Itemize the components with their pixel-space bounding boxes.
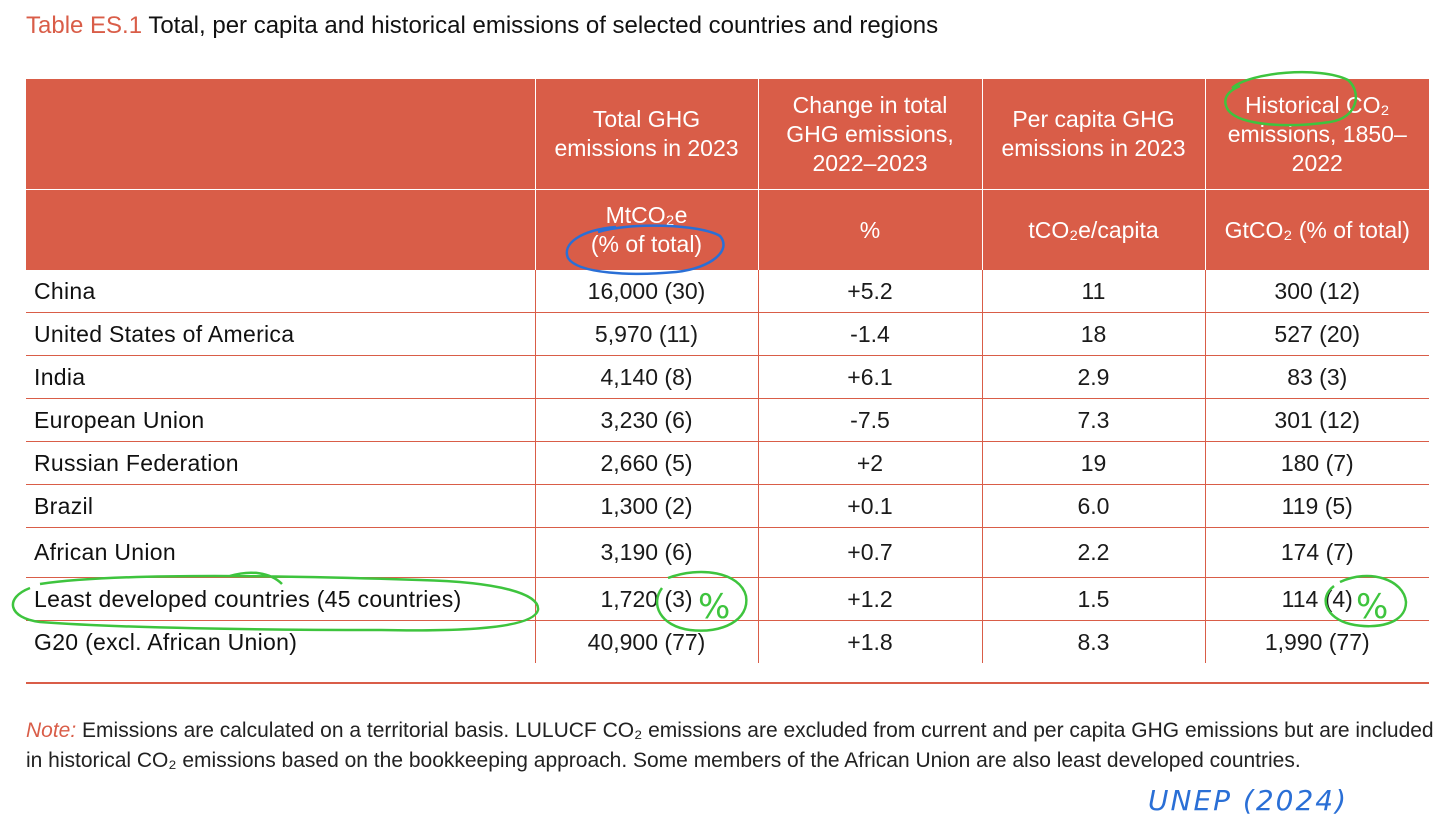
- table-title-text: Total, per capita and historical emissio…: [148, 12, 939, 39]
- unit-total-ghg-line2: (% of total): [590, 231, 703, 257]
- header-total-ghg: Total GHG emissions in 2023: [534, 79, 758, 190]
- row-per-capita: 8.3: [981, 620, 1205, 663]
- row-name: African Union: [26, 527, 535, 578]
- table-row: United States of America 5,970 (11) -1.4…: [26, 312, 1429, 356]
- row-per-capita: 18: [981, 312, 1205, 356]
- row-historical: 119 (5): [1204, 484, 1429, 528]
- row-historical: 114 (4): [1204, 577, 1429, 621]
- table-row: China 16,000 (30) +5.2 11 300 (12): [26, 270, 1429, 313]
- table-note: Note: Emissions are calculated on a terr…: [26, 716, 1436, 776]
- row-per-capita: 19: [981, 441, 1205, 485]
- row-historical: 301 (12): [1204, 398, 1429, 442]
- row-total: 40,900 (77): [534, 620, 758, 663]
- row-change: +1.2: [757, 577, 982, 621]
- header-per-capita: Per capita GHG emissions in 2023: [981, 79, 1205, 190]
- row-name: United States of America: [26, 312, 535, 356]
- row-historical: 83 (3): [1204, 355, 1429, 399]
- row-per-capita: 2.9: [981, 355, 1205, 399]
- header-blank: [26, 79, 535, 190]
- row-change: -1.4: [757, 312, 982, 356]
- row-per-capita: 1.5: [981, 577, 1205, 621]
- row-per-capita: 7.3: [981, 398, 1205, 442]
- table-row: G20 (excl. African Union) 40,900 (77) +1…: [26, 620, 1429, 663]
- unit-per-capita: tCO₂e/capita: [981, 189, 1205, 270]
- row-change: +2: [757, 441, 982, 485]
- header-historical: Historical CO₂ emissions, 1850–2022: [1204, 79, 1429, 190]
- note-label: Note:: [26, 719, 77, 742]
- row-name: European Union: [26, 398, 535, 442]
- unit-blank: [26, 189, 535, 270]
- row-per-capita: 2.2: [981, 527, 1205, 578]
- row-total: 16,000 (30): [534, 270, 758, 313]
- table-row: African Union 3,190 (6) +0.7 2.2 174 (7): [26, 527, 1429, 578]
- table-row: Brazil 1,300 (2) +0.1 6.0 119 (5): [26, 484, 1429, 528]
- row-total: 2,660 (5): [534, 441, 758, 485]
- row-total: 5,970 (11): [534, 312, 758, 356]
- table-bottom-rule: [26, 682, 1429, 684]
- unit-total-ghg: MtCO₂e (% of total): [534, 189, 758, 270]
- row-total: 3,190 (6): [534, 527, 758, 578]
- emissions-table: Total GHG emissions in 2023 Change in to…: [26, 79, 1429, 663]
- row-per-capita: 11: [981, 270, 1205, 313]
- handwritten-credit: UNEP (2024): [1148, 784, 1349, 817]
- row-name: Least developed countries (45 countries): [26, 577, 535, 621]
- table-title: Table ES.1 Total, per capita and histori…: [26, 12, 938, 40]
- row-change: -7.5: [757, 398, 982, 442]
- table-row: Russian Federation 2,660 (5) +2 19 180 (…: [26, 441, 1429, 485]
- row-name: G20 (excl. African Union): [34, 628, 298, 655]
- row-change: +6.1: [757, 355, 982, 399]
- row-name: China: [26, 270, 535, 313]
- row-change: +0.7: [757, 527, 982, 578]
- unit-total-ghg-line1: MtCO₂e: [605, 202, 688, 228]
- note-text: Emissions are calculated on a territoria…: [26, 719, 1434, 772]
- row-historical: 300 (12): [1204, 270, 1429, 313]
- row-name: Brazil: [26, 484, 535, 528]
- table-row: European Union 3,230 (6) -7.5 7.3 301 (1…: [26, 398, 1429, 442]
- row-name: Russian Federation: [26, 441, 535, 485]
- row-total: 3,230 (6): [534, 398, 758, 442]
- row-total: 4,140 (8): [534, 355, 758, 399]
- row-change: +1.8: [757, 620, 982, 663]
- row-name: India: [26, 355, 535, 399]
- row-total: 1,720 (3): [534, 577, 758, 621]
- row-historical: 1,990 (77): [1204, 620, 1429, 663]
- row-change: +5.2: [757, 270, 982, 313]
- row-total: 1,300 (2): [534, 484, 758, 528]
- unit-historical: GtCO₂ (% of total): [1204, 189, 1429, 270]
- row-historical: 180 (7): [1204, 441, 1429, 485]
- header-change: Change in total GHG emissions, 2022–2023: [757, 79, 982, 190]
- row-historical: 174 (7): [1204, 527, 1429, 578]
- row-per-capita: 6.0: [981, 484, 1205, 528]
- table-row: Least developed countries (45 countries)…: [26, 577, 1429, 621]
- table-row: India 4,140 (8) +6.1 2.9 83 (3): [26, 355, 1429, 399]
- row-change: +0.1: [757, 484, 982, 528]
- unit-change: %: [757, 189, 982, 270]
- row-historical: 527 (20): [1204, 312, 1429, 356]
- table-label: Table ES.1: [26, 12, 143, 39]
